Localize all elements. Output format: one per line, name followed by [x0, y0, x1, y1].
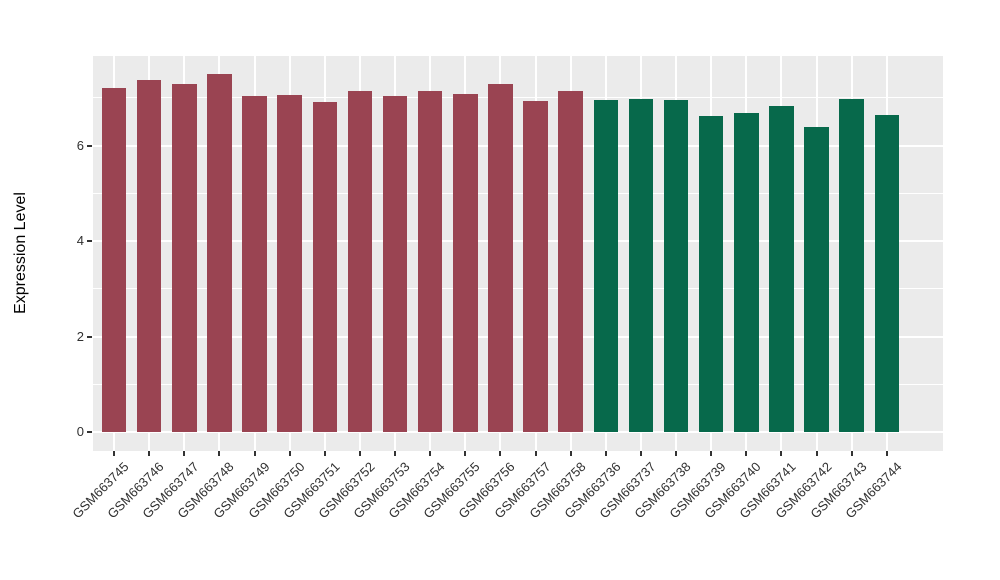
gridline-y-minor — [93, 192, 943, 194]
x-tick-mark — [464, 451, 467, 456]
bar-GSM663747 — [172, 83, 197, 432]
bar-GSM663750 — [277, 94, 302, 432]
plot-panel — [93, 56, 943, 451]
x-tick-mark — [534, 451, 537, 456]
x-tick-mark — [639, 451, 642, 456]
y-tick-mark — [87, 144, 92, 147]
x-tick-mark — [148, 451, 151, 456]
gridline-y-minor — [93, 97, 943, 99]
bar-GSM663758 — [558, 90, 583, 432]
x-tick-mark — [745, 451, 748, 456]
bar-GSM663736 — [593, 100, 619, 432]
x-tick-mark — [218, 451, 221, 456]
bar-GSM663748 — [207, 73, 232, 432]
x-tick-mark — [780, 451, 783, 456]
x-tick-mark — [183, 451, 186, 456]
y-tick-label: 6 — [76, 137, 84, 153]
bar-GSM663740 — [734, 113, 759, 432]
x-tick-mark — [850, 451, 853, 456]
x-tick-mark — [323, 451, 326, 456]
gridline-y-major — [93, 144, 943, 147]
bar-GSM663745 — [101, 88, 127, 432]
bar-GSM663757 — [523, 100, 548, 432]
x-tick-mark — [358, 451, 361, 456]
y-tick-mark — [87, 335, 92, 338]
y-tick-mark — [87, 240, 92, 242]
bar-GSM663744 — [874, 114, 900, 432]
bar-GSM663749 — [242, 96, 267, 432]
y-axis-title: Expression Level — [12, 192, 29, 314]
bar-GSM663756 — [488, 83, 513, 432]
y-tick-label: 2 — [76, 328, 84, 344]
bar-GSM663753 — [382, 96, 408, 432]
bar-GSM663751 — [312, 101, 338, 432]
bar-GSM663738 — [663, 99, 689, 432]
bar-GSM663741 — [769, 105, 794, 432]
x-tick-mark — [253, 451, 256, 456]
bar-GSM663752 — [347, 90, 373, 432]
y-tick-label: 0 — [76, 424, 84, 439]
x-tick-mark — [113, 451, 116, 456]
x-tick-mark — [885, 451, 888, 456]
x-tick-mark — [288, 451, 291, 456]
bar-GSM663743 — [839, 98, 864, 432]
gridline-y-major — [93, 240, 943, 242]
bar-GSM663737 — [628, 98, 654, 432]
bar-GSM663739 — [698, 116, 724, 432]
bar-GSM663746 — [136, 80, 162, 432]
x-tick-mark — [710, 451, 713, 456]
x-tick-mark — [394, 451, 397, 456]
x-tick-mark — [675, 451, 678, 456]
x-tick-mark — [604, 451, 607, 456]
x-tick-mark — [429, 451, 432, 456]
x-tick-mark — [499, 451, 502, 456]
gridline-y-major — [93, 335, 943, 338]
x-tick-mark — [569, 451, 572, 456]
gridline-y-minor — [93, 288, 943, 290]
x-tick-mark — [815, 451, 818, 456]
bar-GSM663755 — [453, 93, 478, 432]
bar-GSM663742 — [804, 126, 829, 432]
gridline-y-minor — [93, 383, 943, 385]
gridline-y-major — [93, 431, 943, 433]
y-tick-label: 4 — [76, 233, 84, 248]
bar-GSM663754 — [417, 90, 443, 432]
y-tick-mark — [87, 431, 92, 433]
